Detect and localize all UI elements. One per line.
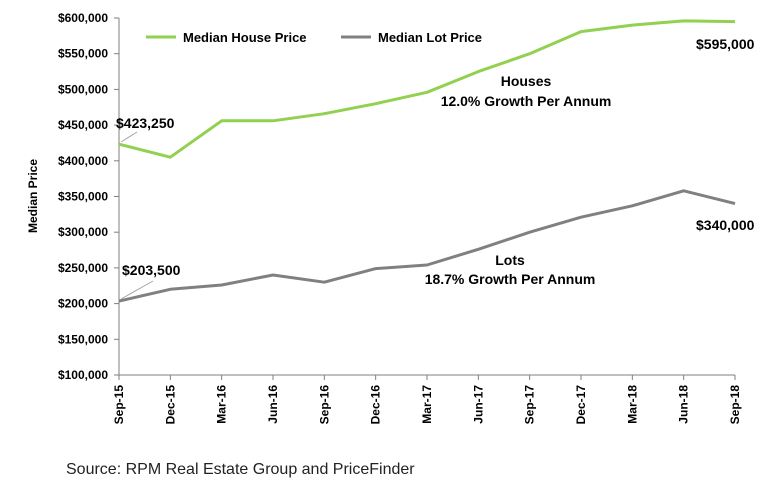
y-tick-label: $150,000 [58, 332, 108, 346]
annotation-houses-title: Houses [501, 73, 552, 89]
house-price-line [118, 19, 736, 159]
data-label-house-start: $423,250 [116, 115, 175, 131]
data-labels: $423,250 $595,000 $203,500 $340,000 Houses 12… [116, 36, 755, 300]
x-tick-label: Sep-16 [317, 385, 331, 425]
series-lines [118, 19, 736, 303]
source-note: Source: RPM Real Estate Group and PriceF… [66, 461, 415, 478]
lot-price-line [118, 189, 736, 303]
y-tick-label: $250,000 [58, 261, 108, 275]
x-tick-label: Sep-17 [523, 385, 537, 425]
y-tick-label: $500,000 [58, 82, 108, 96]
annotation-houses-growth: 12.0% Growth Per Annum [441, 93, 612, 109]
legend-label-house: Median House Price [183, 30, 307, 45]
chart-axes [114, 17, 736, 380]
x-tick-label: Dec-15 [163, 385, 177, 425]
data-label-lot-start: $203,500 [122, 262, 181, 278]
y-axis-label: Median Price [26, 159, 40, 233]
x-tick-label: Jun-17 [471, 385, 485, 424]
y-tick-label: $100,000 [58, 368, 108, 382]
legend: Median House Price Median Lot Price [146, 30, 482, 45]
x-tick-label: Mar-17 [420, 385, 434, 424]
x-tick-label: Sep-18 [728, 385, 742, 425]
x-tick-label: Jun-18 [677, 385, 691, 424]
x-tick-label: Dec-17 [574, 385, 588, 425]
x-tick-label: Dec-16 [369, 385, 383, 425]
data-label-lot-end: $340,000 [696, 217, 755, 233]
leader-line-house [120, 131, 138, 143]
y-tick-label: $550,000 [58, 47, 108, 61]
x-tick-label: Mar-18 [625, 385, 639, 424]
annotation-lots-growth: 18.7% Growth Per Annum [425, 271, 596, 287]
y-tick-label: $450,000 [58, 118, 108, 132]
x-tick-label: Sep-15 [112, 385, 126, 425]
y-tick-label: $600,000 [58, 11, 108, 25]
x-tick-label: Jun-16 [266, 385, 280, 424]
leader-line-lot [120, 280, 154, 300]
x-tick-label: Mar-16 [215, 385, 229, 424]
y-tick-label: $350,000 [58, 190, 108, 204]
legend-label-lot: Median Lot Price [378, 30, 482, 45]
x-tick-labels: Sep-15 Dec-15 Mar-16 Jun-16 Sep-16 Dec-16 Mar-… [112, 385, 742, 425]
y-tick-label: $400,000 [58, 154, 108, 168]
data-label-house-end: $595,000 [696, 36, 755, 52]
y-tick-labels: $100,000 $150,000 $200,000 $250,000 $300,000… [58, 11, 108, 382]
annotation-lots-title: Lots [495, 252, 525, 268]
y-tick-label: $200,000 [58, 297, 108, 311]
y-tick-label: $300,000 [58, 225, 108, 239]
